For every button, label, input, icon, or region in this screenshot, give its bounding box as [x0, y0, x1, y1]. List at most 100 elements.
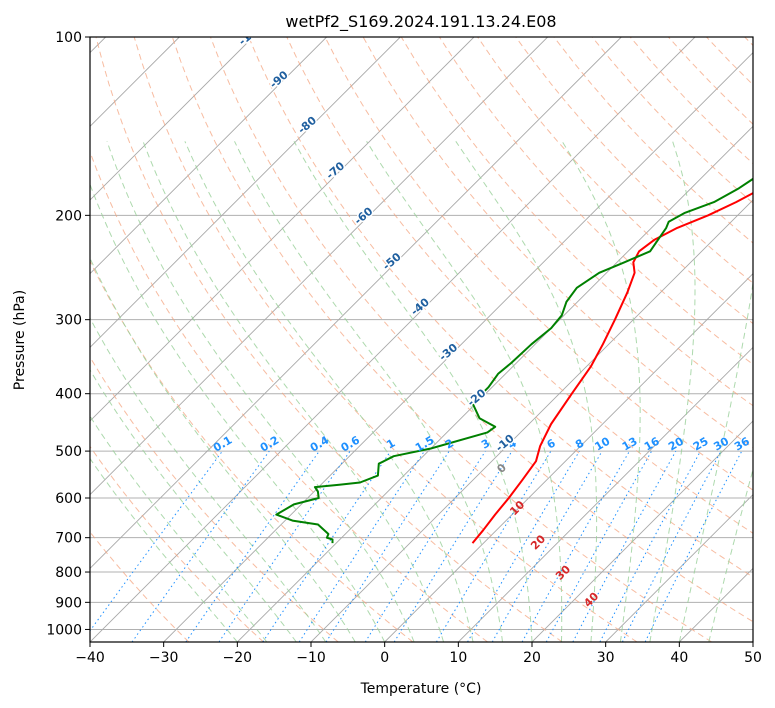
- moist-adiabat: [708, 467, 753, 642]
- y-tick-label: 600: [55, 491, 82, 507]
- mixing-ratio-line: [599, 450, 701, 642]
- isotherm-gridline: [90, 37, 696, 642]
- moist-adiabat: [90, 368, 297, 642]
- isotherm-label: -100: [236, 20, 266, 48]
- x-tick-label: 10: [449, 650, 467, 666]
- dry-adiabat: [171, 37, 712, 642]
- x-tick-label: −10: [296, 650, 326, 666]
- isotherm-gridline: [605, 494, 753, 642]
- moist-adiabat-label: 0: [494, 461, 509, 476]
- isotherm-label: -80: [295, 114, 319, 137]
- moist-adiabat-label: 20: [528, 532, 548, 552]
- dry-adiabat: [591, 37, 753, 204]
- x-tick-label: 20: [523, 650, 541, 666]
- isotherm-gridline: [90, 37, 548, 496]
- isotherm-label: -40: [408, 295, 432, 318]
- isotherm-gridline: [90, 37, 401, 348]
- mixing-ratio-line: [185, 450, 320, 642]
- moist-adiabat: [649, 141, 696, 642]
- mixing-ratio-line: [467, 450, 580, 642]
- y-tick-label: 800: [55, 565, 82, 581]
- dry-adiabat: [324, 37, 753, 491]
- mixing-ratio-line: [393, 450, 513, 642]
- isotherm-gridline: [163, 52, 753, 642]
- y-tick-label: 700: [55, 531, 82, 547]
- x-tick-label: −40: [75, 650, 105, 666]
- dry-adiabat: [90, 150, 488, 642]
- dry-adiabat: [248, 37, 753, 578]
- mixing-ratio-line: [364, 450, 486, 642]
- moist-adiabat: [455, 141, 598, 642]
- x-axis-label: Temperature (°C): [360, 681, 482, 697]
- x-tick-label: −20: [223, 650, 253, 666]
- dry-adiabat: [90, 531, 190, 642]
- moist-adiabat: [234, 141, 503, 642]
- moist-adiabat: [90, 256, 356, 642]
- dry-adiabat: [95, 37, 563, 642]
- moist-adiabat: [90, 457, 238, 642]
- y-tick-label: 200: [55, 208, 82, 224]
- dry-adiabat: [668, 37, 753, 125]
- y-tick-label: 900: [55, 595, 82, 611]
- isotherm-gridline: [531, 420, 753, 642]
- isotherm-gridline: [752, 641, 753, 642]
- dry-adiabat: [90, 259, 414, 642]
- dry-adiabat: [90, 445, 264, 642]
- isotherm-gridline: [90, 37, 475, 422]
- isotherm-gridline: [90, 37, 327, 275]
- isotherm-gridline: [384, 273, 753, 642]
- moist-adiabat-label: 30: [553, 562, 573, 582]
- dry-adiabat: [438, 37, 753, 366]
- mixing-ratio-line: [262, 450, 392, 642]
- mixing-ratio-line: [298, 450, 425, 642]
- isotherm-label: -90: [267, 68, 291, 91]
- mixing-ratio-line: [545, 450, 653, 642]
- mixing-ratio-line: [90, 450, 223, 632]
- moist-adiabat: [561, 141, 641, 642]
- moist-adiabat-label: 40: [581, 590, 601, 610]
- x-tick-label: 40: [670, 650, 688, 666]
- y-tick-label: 500: [55, 444, 82, 460]
- moist-adiabat: [678, 280, 753, 642]
- moist-adiabat: [184, 141, 474, 642]
- y-tick-label: 300: [55, 313, 82, 329]
- mixing-ratio-line: [572, 450, 677, 642]
- y-tick-label: 1000: [46, 622, 82, 638]
- moist-adiabat: [142, 141, 445, 642]
- dewpoint-profile-line: [275, 177, 753, 544]
- moist-adiabat: [90, 415, 268, 642]
- isotherm-label: -70: [324, 159, 348, 182]
- dry-adiabat: [286, 37, 753, 534]
- isotherm-gridline: [310, 199, 753, 642]
- mixing-ratio-line: [435, 450, 552, 642]
- y-tick-label: 100: [55, 30, 82, 46]
- mixing-ratio-line: [218, 450, 351, 642]
- dry-adiabat: [706, 37, 753, 86]
- dry-adiabat: [133, 37, 638, 642]
- chart-title: wetPf2_S169.2024.191.13.24.E08: [285, 12, 556, 32]
- dry-adiabat: [553, 37, 753, 244]
- mixing-ratio-line: [131, 450, 270, 642]
- isotherm-label: -50: [380, 250, 404, 273]
- dry-adiabat: [210, 37, 753, 623]
- plot-frame: [89, 36, 754, 643]
- dry-adiabat: [744, 37, 753, 47]
- mixing-ratio-label: 6: [545, 436, 558, 451]
- mixing-ratio-line: [644, 450, 743, 642]
- y-axis-label: Pressure (hPa): [12, 290, 28, 390]
- x-tick-label: 0: [380, 650, 389, 666]
- x-tick-label: 30: [597, 650, 615, 666]
- x-tick-label: 50: [744, 650, 762, 666]
- dry-adiabat: [90, 356, 339, 642]
- x-tick-label: −30: [149, 650, 179, 666]
- isotherm-label: -30: [437, 341, 461, 364]
- isotherm-gridline: [458, 346, 753, 642]
- y-tick-label: 400: [55, 387, 82, 403]
- temperature-profile-line: [471, 191, 753, 544]
- moist-adiabat: [90, 317, 327, 642]
- isotherm-gridline: [90, 37, 622, 569]
- mixing-ratio-line: [325, 450, 450, 642]
- isotherm-gridline: [237, 125, 753, 642]
- isotherm-gridline: [90, 37, 254, 201]
